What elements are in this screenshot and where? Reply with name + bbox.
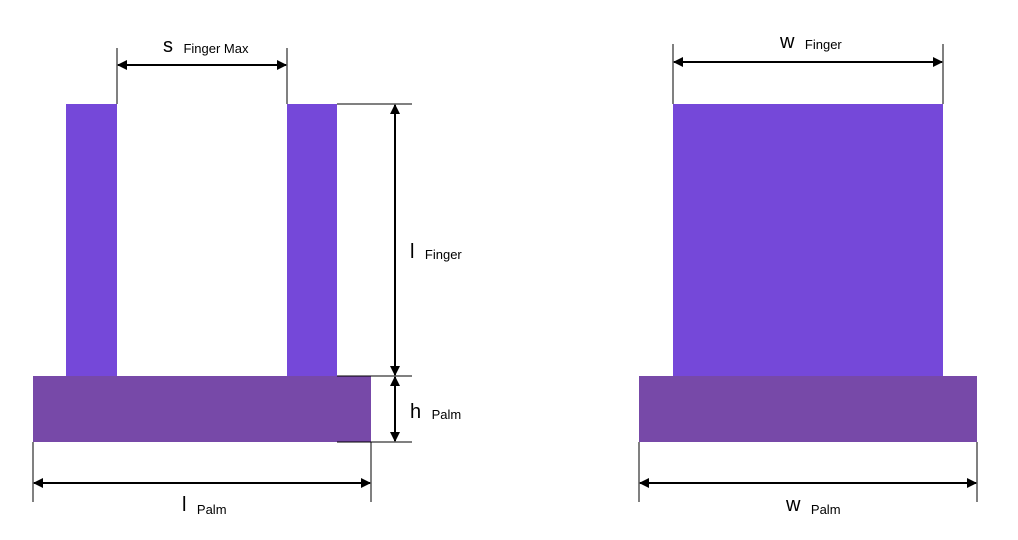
palm-width-label: w Palm <box>785 494 841 517</box>
palm-height-label: h Palm <box>410 401 461 423</box>
side-view: s Finger Max l Finger h Palm l Palm <box>32 35 462 517</box>
finger-length-label: l Finger <box>410 241 462 263</box>
finger-width-label: w Finger <box>779 31 842 53</box>
finger-spacing-label: s Finger Max <box>163 35 249 57</box>
finger-front <box>673 104 943 376</box>
palm-length-label: l Palm <box>182 494 227 517</box>
right-finger <box>287 104 337 376</box>
palm-front <box>639 376 977 442</box>
front-view: w Finger w Palm <box>638 31 978 517</box>
left-finger <box>66 104 117 376</box>
palm <box>33 376 371 442</box>
